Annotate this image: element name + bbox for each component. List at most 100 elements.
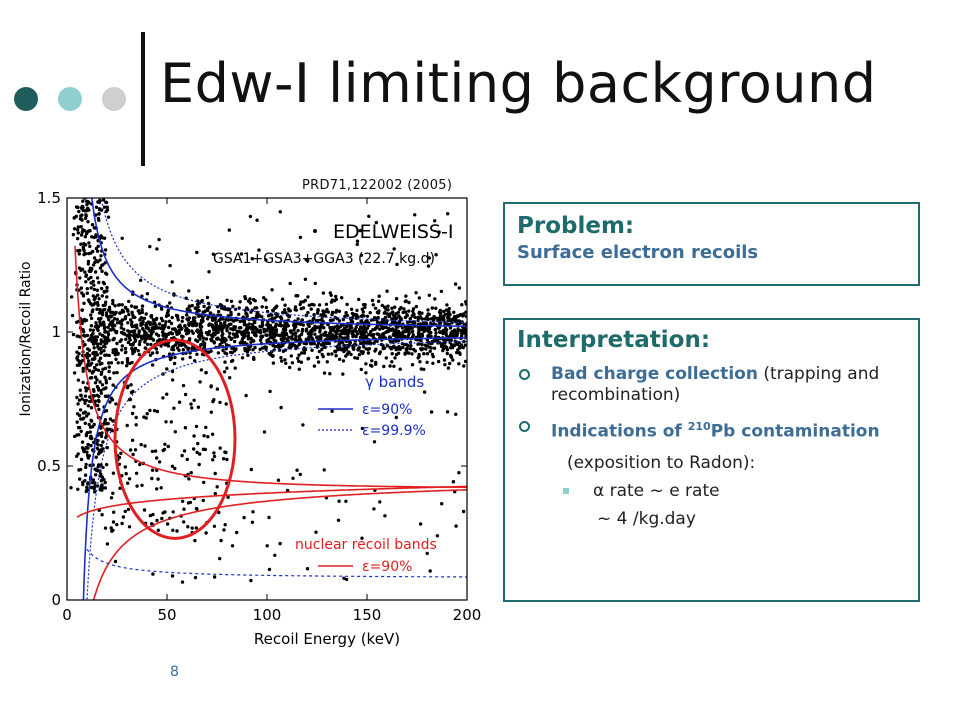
data-point	[212, 575, 217, 579]
data-point	[165, 522, 170, 526]
data-point	[94, 246, 99, 251]
data-point	[349, 352, 353, 357]
data-point	[145, 342, 150, 346]
data-point	[222, 370, 227, 374]
data-point	[419, 332, 424, 336]
data-point	[174, 330, 178, 334]
data-point	[94, 233, 98, 237]
data-point	[102, 344, 106, 348]
data-point	[100, 513, 104, 517]
data-point	[334, 354, 338, 358]
data-point	[140, 483, 144, 487]
data-point	[175, 341, 179, 345]
data-point	[103, 338, 108, 342]
data-point	[431, 361, 435, 365]
data-point	[260, 334, 265, 338]
data-point	[84, 414, 89, 418]
data-point	[85, 202, 89, 207]
data-point	[446, 312, 451, 316]
data-point	[320, 347, 324, 352]
data-point	[139, 316, 143, 320]
data-point	[287, 314, 292, 319]
data-point	[396, 347, 401, 351]
data-point	[313, 332, 317, 336]
data-point	[77, 425, 82, 430]
data-point	[140, 308, 144, 312]
data-point	[89, 324, 94, 328]
data-point	[417, 311, 421, 315]
data-point	[388, 345, 392, 350]
data-point	[308, 330, 312, 334]
data-point	[344, 311, 348, 315]
data-point	[128, 333, 133, 337]
data-point	[283, 303, 287, 307]
citation: PRD71,122002 (2005)	[302, 178, 453, 193]
data-point	[77, 209, 81, 214]
data-point	[394, 415, 398, 420]
data-point	[271, 309, 275, 313]
data-point	[223, 307, 228, 311]
data-point	[170, 332, 175, 336]
data-point	[322, 371, 327, 375]
gamma-band-upper-90	[91, 198, 467, 328]
data-point	[83, 394, 88, 398]
data-point	[99, 286, 104, 291]
data-point	[212, 451, 216, 455]
data-point	[150, 351, 155, 355]
data-point	[363, 305, 367, 310]
data-point	[378, 321, 383, 325]
data-point	[438, 330, 442, 334]
data-point	[250, 520, 255, 524]
data-point	[87, 359, 91, 363]
x-axis-label: Recoil Energy (keV)	[254, 630, 400, 648]
data-point	[209, 349, 213, 353]
data-point	[322, 345, 326, 349]
data-point	[101, 367, 105, 371]
data-point	[98, 266, 103, 270]
data-point	[445, 303, 449, 307]
data-point	[101, 198, 106, 202]
data-point	[75, 454, 79, 458]
data-point	[153, 304, 157, 309]
data-point	[448, 333, 453, 337]
data-point	[137, 342, 142, 347]
data-point	[325, 307, 329, 312]
data-point	[81, 369, 85, 373]
data-point	[96, 244, 100, 248]
data-point	[347, 340, 352, 344]
data-point	[305, 567, 310, 571]
data-point	[227, 335, 231, 339]
bullet-2-sup: 210	[687, 420, 711, 433]
data-point	[370, 359, 374, 363]
data-point	[407, 309, 411, 313]
data-point	[301, 423, 305, 427]
data-point	[280, 297, 285, 301]
data-point	[330, 318, 334, 322]
data-point	[115, 522, 119, 527]
data-point	[368, 363, 373, 367]
data-point	[131, 334, 136, 338]
data-point	[104, 409, 109, 413]
data-point	[230, 336, 234, 341]
data-point	[333, 329, 337, 333]
data-point	[273, 316, 277, 320]
data-point	[328, 372, 332, 376]
data-point	[205, 295, 210, 300]
data-point	[194, 424, 199, 429]
data-point	[364, 362, 368, 366]
data-point	[78, 477, 82, 481]
data-point	[279, 405, 283, 410]
data-point	[106, 421, 110, 426]
data-point	[304, 258, 308, 262]
data-point	[432, 346, 437, 350]
data-point	[177, 400, 182, 404]
data-point	[360, 536, 364, 540]
data-point	[316, 308, 320, 313]
data-point	[219, 538, 223, 543]
data-point	[202, 344, 207, 348]
data-point	[231, 319, 236, 323]
data-point	[215, 387, 220, 391]
data-point	[206, 332, 211, 336]
data-point	[124, 472, 128, 476]
data-point	[119, 451, 123, 456]
